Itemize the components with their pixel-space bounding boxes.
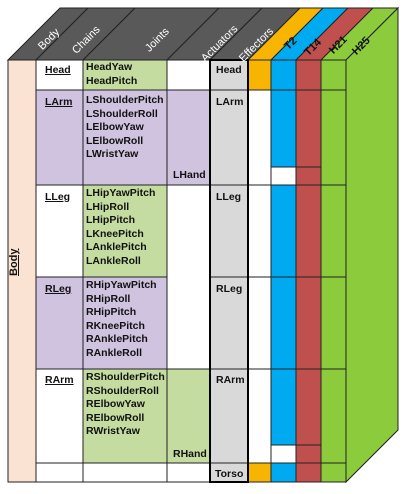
model-gap-t14-larm [270, 166, 297, 186]
joint-item: LKneePitch [86, 227, 144, 240]
joint-item: RShoulderRoll [86, 384, 159, 397]
model-cell-h21 [295, 59, 322, 168]
actuator-cell-rarm [166, 368, 211, 464]
model-cell-h25 [320, 59, 347, 483]
model-column-t2 [247, 59, 272, 483]
model-cell-h21-lhand [295, 166, 322, 186]
joints-cell-head [82, 59, 168, 91]
model-cell-t14 [270, 59, 297, 168]
model-cell-t14 [270, 462, 297, 483]
joint-item: LShoulderRoll [86, 107, 158, 120]
joints-larm: LShoulderPitch LShoulderRoll LElbowYaw LElb… [86, 94, 164, 162]
joints-head: HeadYaw HeadPitch [86, 61, 137, 88]
joints-rleg: RHipYawPitch RHipRoll RHipPitch RKneePitch R… [86, 279, 157, 361]
model-cell-t14 [270, 184, 297, 464]
effector-lleg: LLeg [216, 191, 242, 203]
effector-cell-rarm [209, 368, 249, 464]
effector-rarm: RArm [216, 374, 245, 386]
joint-item: RHipYawPitch [86, 279, 157, 291]
joint-item: LHipRoll [86, 200, 130, 213]
joint-item: LAnkleRoll [86, 254, 141, 267]
joint-item: RAnklePitch [86, 333, 148, 346]
chain-label-rarm: RArm [45, 374, 74, 386]
joints-cell-rleg [82, 276, 168, 370]
joints-cell-larm [82, 89, 168, 186]
joint-item: RHipRoll [86, 292, 131, 305]
joint-item: RElbowRoll [86, 411, 145, 424]
effector-larm: LArm [216, 96, 244, 108]
effector-rleg: RLeg [216, 283, 243, 295]
joints-cell-empty [82, 462, 168, 483]
joint-item: RShoulderPitch [86, 371, 165, 383]
joint-item: LWristYaw [86, 148, 139, 161]
joint-item: LHipYawPitch [86, 187, 156, 199]
joint-item: LElbowRoll [86, 134, 144, 147]
joints-rarm: RShoulderPitch RShoulderRoll RElbowYaw RElb… [86, 371, 165, 439]
joint-item: LAnklePitch [86, 241, 147, 254]
joint-item: RWristYaw [86, 425, 140, 438]
effector-head: Head [216, 64, 242, 76]
chain-label-larm: LArm [45, 96, 73, 108]
model-gap-t14-rarm [270, 444, 297, 464]
joint-item: RKneePitch [86, 319, 145, 332]
body-label: Body [8, 248, 20, 277]
model-cell-t2 [247, 462, 272, 483]
effector-cell-lleg [209, 184, 249, 278]
joint-item: HeadYaw [86, 61, 133, 73]
chain-cell-empty [35, 462, 84, 483]
chain-label-head: Head [45, 64, 71, 76]
actuator-lhand: LHand [173, 169, 206, 181]
chain-cell-rleg [35, 276, 84, 370]
actuator-rhand: RHand [173, 448, 207, 460]
effector-border [209, 59, 249, 483]
model-cell-h21 [295, 462, 322, 483]
actuator-cell-empty [166, 462, 211, 483]
joint-item: HeadPitch [86, 74, 138, 87]
joint-item: RHipPitch [86, 306, 137, 319]
side-face-h25 [345, 6, 399, 484]
joint-item: RAnkleRoll [86, 346, 143, 359]
joint-item: RElbowYaw [86, 398, 145, 411]
body-column [7, 59, 37, 483]
actuator-cell-larm [166, 89, 211, 186]
model-cell-h21 [295, 184, 322, 464]
joint-item: LHipPitch [86, 214, 135, 227]
actuator-cell-legs [166, 184, 211, 370]
joints-lleg: LHipYawPitch LHipRoll LHipPitch LKneePitch L… [86, 187, 155, 269]
joints-cell-rarm [82, 368, 168, 464]
chain-label-lleg: LLeg [45, 191, 71, 203]
model-cell-h21-rhand [295, 444, 322, 464]
joints-cell-lleg [82, 184, 168, 278]
joint-item: LElbowYaw [86, 121, 144, 134]
actuator-cell-head [166, 59, 211, 91]
model-cell-t2 [247, 59, 272, 91]
chain-cell-head [35, 59, 84, 91]
chain-label-rleg: RLeg [45, 283, 72, 295]
effector-torso: Torso [215, 468, 244, 480]
joint-item: LShoulderPitch [86, 94, 164, 106]
